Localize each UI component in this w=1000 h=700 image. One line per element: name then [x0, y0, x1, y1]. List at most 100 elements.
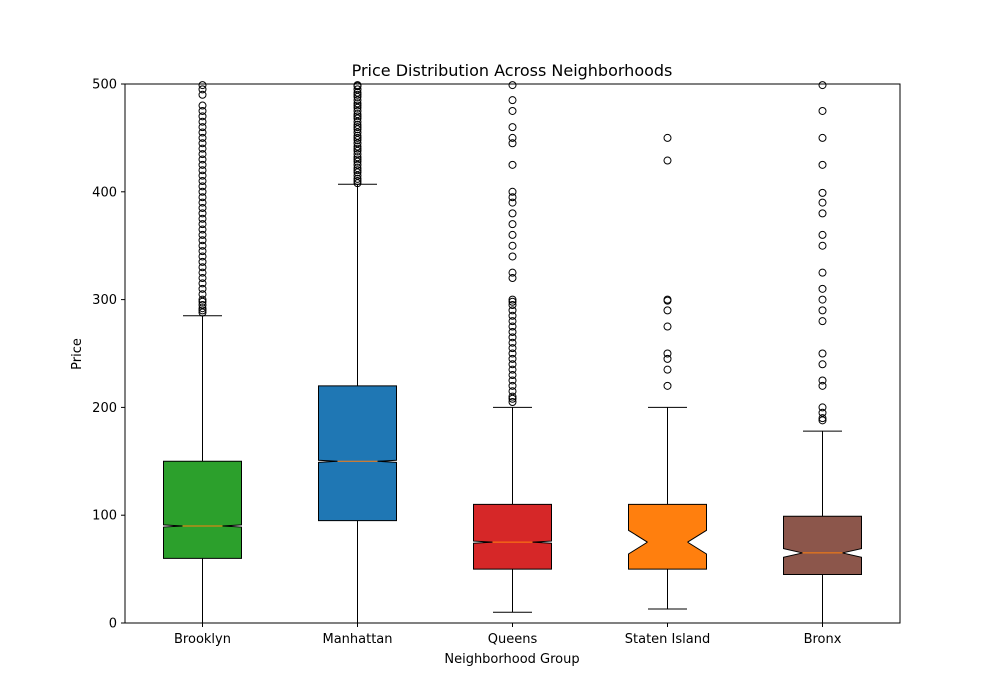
- outlier-point: [198, 268, 207, 277]
- outlier-point: [353, 166, 362, 175]
- outlier-point: [353, 133, 362, 142]
- y-tick-label: 100: [92, 509, 117, 524]
- outlier-point: [353, 106, 362, 115]
- outlier-point: [508, 96, 517, 105]
- outlier-point: [353, 157, 362, 166]
- outlier-point: [508, 241, 517, 250]
- outlier-point: [198, 263, 207, 272]
- outlier-point: [198, 290, 207, 299]
- outlier-point: [663, 156, 672, 165]
- outlier-point: [353, 123, 362, 132]
- outlier-point: [353, 179, 362, 188]
- outlier-point: [353, 153, 362, 162]
- outlier-point: [198, 279, 207, 288]
- outlier-point: [508, 365, 517, 374]
- outlier-point: [818, 360, 827, 369]
- outlier-point: [198, 247, 207, 256]
- outlier-point: [353, 177, 362, 186]
- outlier-point: [508, 338, 517, 347]
- outlier-point: [198, 150, 207, 159]
- outlier-point: [508, 394, 517, 403]
- outlier-point: [198, 128, 207, 137]
- outlier-point: [353, 114, 362, 123]
- outlier-point: [198, 144, 207, 153]
- box-bronx: [783, 81, 862, 624]
- outlier-point: [198, 112, 207, 121]
- box-manhattan: [318, 81, 397, 624]
- outlier-point: [353, 81, 362, 90]
- outlier-point: [508, 295, 517, 304]
- y-tick-label: 300: [92, 293, 117, 308]
- outlier-point: [353, 146, 362, 155]
- outlier-point: [353, 112, 362, 121]
- outlier-point: [508, 139, 517, 148]
- box-body: [783, 515, 862, 575]
- outlier-point: [198, 166, 207, 175]
- outlier-point: [198, 241, 207, 250]
- outlier-point: [198, 101, 207, 110]
- outlier-point: [818, 403, 827, 412]
- x-tick-label: Staten Island: [625, 632, 710, 647]
- outlier-point: [198, 193, 207, 202]
- outlier-point: [818, 230, 827, 239]
- outlier-point: [508, 133, 517, 142]
- outlier-point: [353, 85, 362, 94]
- box-body: [628, 503, 707, 570]
- outlier-point: [353, 144, 362, 153]
- outlier-point: [198, 214, 207, 223]
- outlier-point: [508, 371, 517, 380]
- outlier-point: [818, 306, 827, 315]
- outlier-point: [663, 306, 672, 315]
- outlier-point: [663, 295, 672, 304]
- outlier-point: [818, 376, 827, 385]
- outlier-point: [818, 268, 827, 277]
- outlier-point: [198, 308, 207, 317]
- box-queens: [473, 81, 552, 613]
- outlier-point: [353, 128, 362, 137]
- outlier-point: [818, 317, 827, 326]
- outlier-point: [508, 327, 517, 336]
- outlier-point: [818, 188, 827, 197]
- outlier-point: [198, 230, 207, 239]
- outlier-point: [508, 381, 517, 390]
- outlier-point: [508, 333, 517, 342]
- outlier-point: [198, 284, 207, 293]
- outlier-point: [198, 300, 207, 309]
- x-tick-label: Brooklyn: [174, 632, 231, 647]
- outlier-point: [353, 174, 362, 183]
- plot-area: [163, 81, 862, 624]
- outlier-point: [508, 387, 517, 396]
- outlier-point: [198, 177, 207, 186]
- outlier-point: [508, 306, 517, 315]
- outlier-point: [353, 150, 362, 159]
- outlier-point: [663, 365, 672, 374]
- outlier-point: [508, 297, 517, 306]
- outlier-point: [818, 81, 827, 90]
- y-tick-label: 0: [109, 617, 117, 632]
- box-body: [163, 460, 242, 559]
- outlier-point: [198, 198, 207, 207]
- outlier-point: [198, 187, 207, 196]
- outlier-point: [663, 354, 672, 363]
- outlier-point: [663, 133, 672, 142]
- outlier-point: [508, 252, 517, 261]
- outlier-point: [663, 349, 672, 358]
- outlier-point: [508, 81, 517, 90]
- outlier-point: [198, 209, 207, 218]
- outlier-point: [198, 123, 207, 132]
- outlier-point: [198, 304, 207, 313]
- outlier-point: [353, 168, 362, 177]
- outlier-point: [508, 317, 517, 326]
- outlier-point: [508, 209, 517, 218]
- outlier-point: [353, 160, 362, 169]
- outlier-point: [353, 117, 362, 126]
- outlier-point: [818, 416, 827, 425]
- outlier-point: [508, 349, 517, 358]
- outlier-point: [198, 295, 207, 304]
- outlier-point: [508, 376, 517, 385]
- outlier-point: [353, 125, 362, 134]
- outlier-point: [818, 133, 827, 142]
- outlier-point: [198, 155, 207, 164]
- outlier-point: [508, 106, 517, 115]
- outlier-point: [508, 354, 517, 363]
